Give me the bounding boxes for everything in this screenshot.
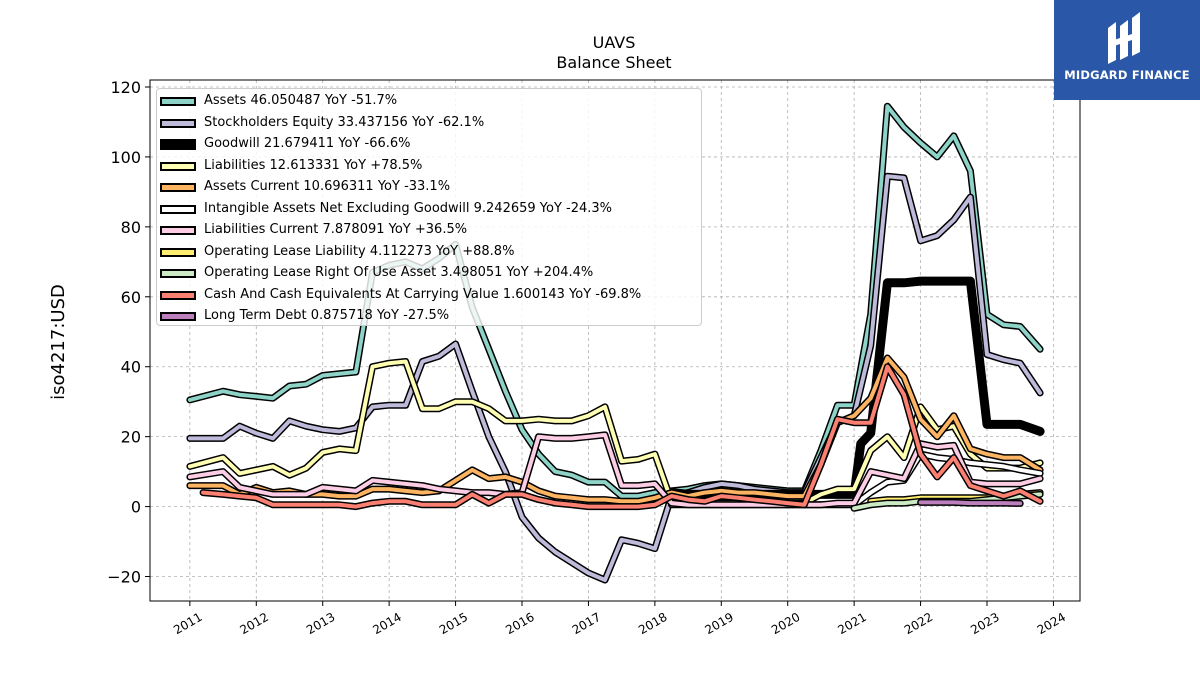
legend-swatch [160, 290, 196, 300]
legend-item: Operating Lease Right Of Use Asset 3.498… [157, 263, 701, 283]
legend-item: Operating Lease Liability 4.112273 YoY +… [157, 242, 701, 262]
series-line-assets-current [187, 356, 1043, 504]
series-line-long-term-debt [918, 500, 1023, 506]
x-tick-label: 2020 [769, 610, 802, 637]
y-tick-label: 100 [110, 148, 141, 167]
legend-label: Assets Current 10.696311 YoY -33.1% [204, 179, 451, 194]
legend-item: Intangible Assets Net Excluding Goodwill… [157, 199, 701, 219]
legend-swatch [160, 312, 196, 321]
x-tick-label: 2013 [304, 610, 337, 637]
legend-swatch [160, 269, 196, 278]
series-line-stockholders-equity [187, 174, 1043, 582]
mf-logo-icon [1108, 12, 1140, 64]
chart-title: UAVS [593, 33, 636, 52]
x-tick-label: 2019 [703, 610, 736, 637]
legend-swatch [160, 118, 196, 128]
legend-swatch [160, 97, 196, 106]
legend-swatch [160, 247, 196, 257]
logo-text: MIDGARD FINANCE [1064, 68, 1190, 82]
legend-label: Goodwill 21.679411 YoY -66.6% [204, 136, 411, 151]
x-tick-label: 2022 [902, 610, 935, 637]
chart-legend: Assets 46.050487 YoY -51.7% Stockholders … [156, 88, 702, 326]
x-tick-label: 2021 [835, 610, 868, 637]
legend-label: Stockholders Equity 33.437156 YoY -62.1% [204, 114, 485, 130]
midgard-finance-logo[interactable]: MIDGARD FINANCE [1054, 0, 1200, 100]
y-tick-label: 60 [121, 288, 141, 307]
series-lines [186, 102, 1045, 584]
x-tick-label: 2012 [238, 610, 271, 637]
x-tick-label: 2011 [171, 610, 204, 637]
legend-label: Operating Lease Right Of Use Asset 3.498… [204, 265, 594, 280]
legend-item: Liabilities 12.613331 YoY +78.5% [157, 156, 701, 176]
legend-label: Liabilities 12.613331 YoY +78.5% [204, 157, 423, 173]
legend-label: Long Term Debt 0.875718 YoY -27.5% [204, 308, 450, 323]
chart-subtitle: Balance Sheet [556, 53, 671, 72]
y-tick-label: 40 [121, 358, 141, 377]
legend-item: Assets Current 10.696311 YoY -33.1% [157, 177, 701, 197]
legend-swatch [160, 139, 196, 150]
legend-item: Liabilities Current 7.878091 YoY +36.5% [157, 220, 701, 240]
y-tick-label: 120 [110, 78, 141, 97]
legend-swatch [160, 204, 196, 214]
x-tick-label: 2018 [636, 610, 669, 637]
x-tick-label: 2017 [570, 610, 603, 637]
y-tick-label: 0 [131, 498, 141, 517]
legend-item: Cash And Cash Equivalents At Carrying Va… [157, 285, 701, 305]
legend-swatch [160, 226, 196, 235]
legend-label: Assets 46.050487 YoY -51.7% [204, 93, 398, 108]
legend-label: Liabilities Current 7.878091 YoY +36.5% [204, 222, 468, 237]
series-line-cash-and-cash-equivalents-at-carrying-value [201, 364, 1043, 509]
x-tick-label: 2016 [503, 610, 536, 637]
x-tick-label: 2014 [370, 610, 403, 637]
series-line-assets [187, 104, 1043, 499]
legend-item: Long Term Debt 0.875718 YoY -27.5% [157, 306, 701, 326]
y-tick-label: 20 [121, 428, 141, 447]
legend-swatch [160, 183, 196, 192]
legend-label: Operating Lease Liability 4.112273 YoY +… [204, 243, 515, 259]
legend-item: Assets 46.050487 YoY -51.7% [157, 91, 701, 111]
x-tick-label: 2015 [437, 610, 470, 637]
legend-item: Goodwill 21.679411 YoY -66.6% [157, 134, 701, 154]
series-line-liabilities-current [187, 432, 1043, 507]
plot-frame [149, 79, 1081, 602]
series-line-liabilities [187, 359, 1043, 506]
y-tick-label: 80 [121, 218, 141, 237]
legend-item: Stockholders Equity 33.437156 YoY -62.1% [157, 113, 701, 133]
x-tick-label: 2023 [968, 610, 1001, 637]
x-tick-label: 2024 [1035, 610, 1068, 637]
legend-label: Intangible Assets Net Excluding Goodwill… [204, 200, 613, 216]
legend-swatch [160, 161, 196, 171]
legend-label: Cash And Cash Equivalents At Carrying Va… [204, 286, 642, 302]
y-axis-label: iso4217:USD [48, 284, 69, 400]
y-tick-label: −20 [107, 568, 141, 587]
